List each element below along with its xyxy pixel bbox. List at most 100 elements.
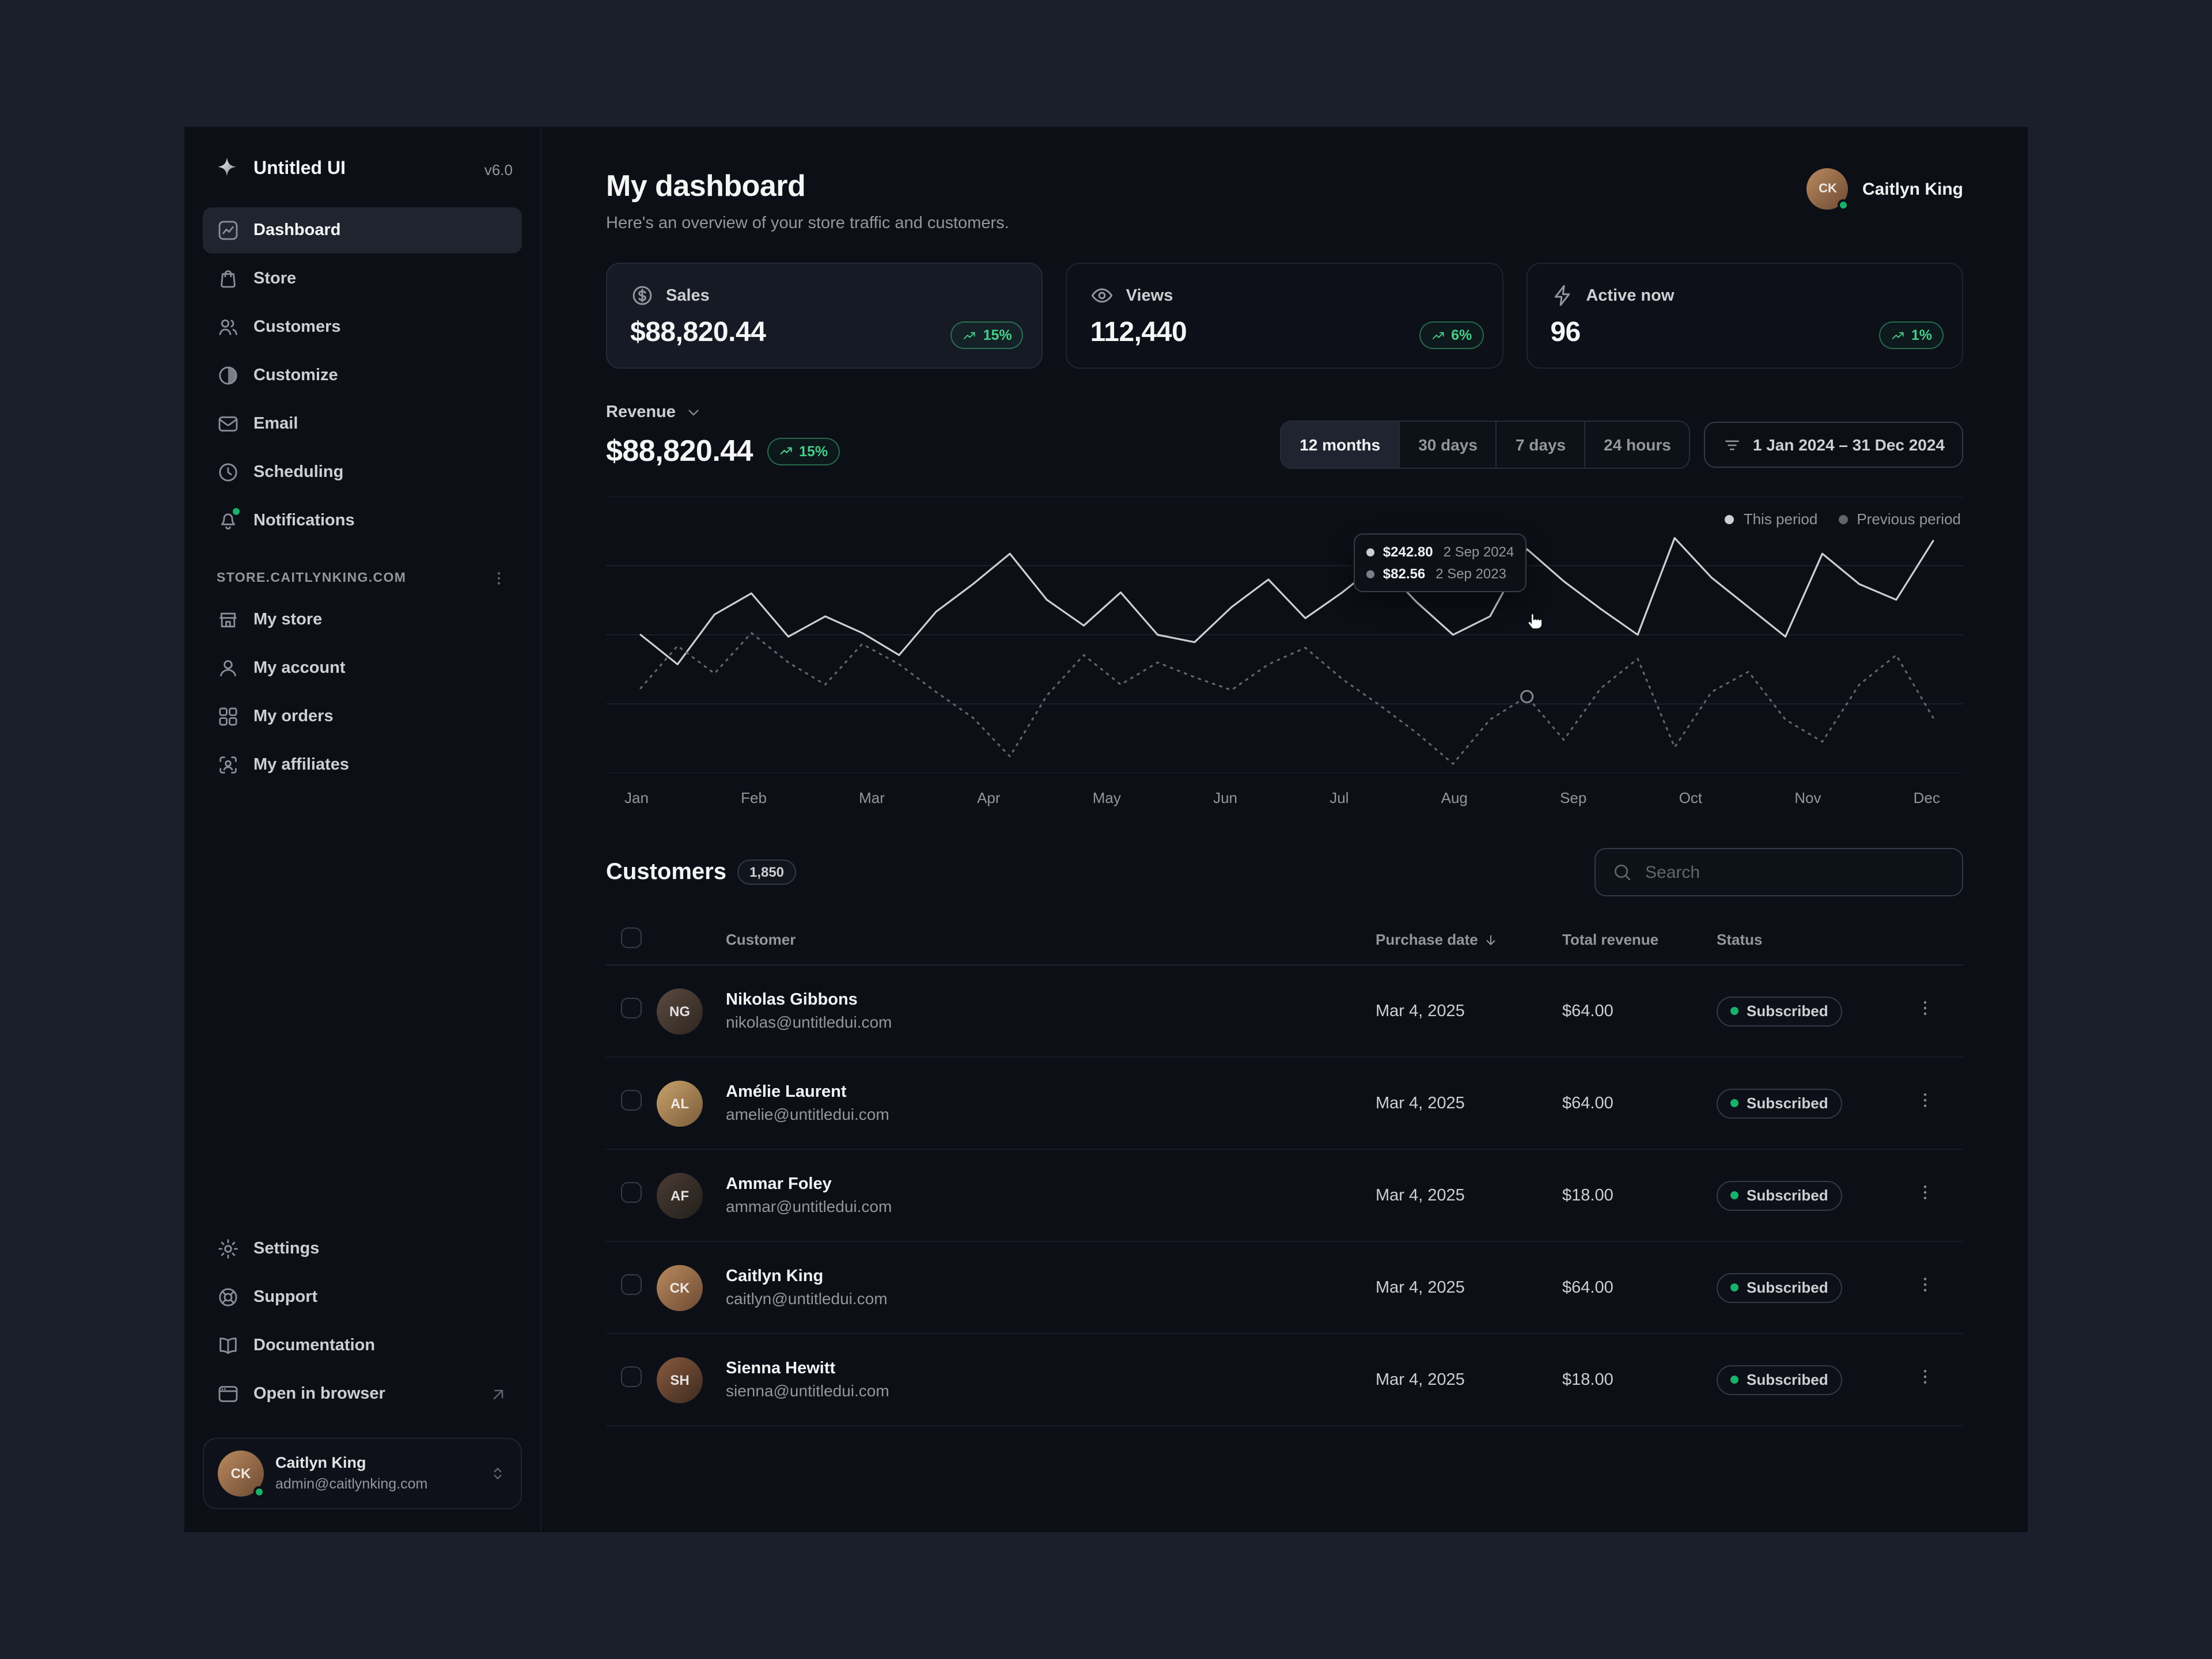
sidebar-item-notifications[interactable]: Notifications	[203, 498, 522, 544]
trend-badge: 15%	[950, 321, 1024, 349]
range-tab-12-months[interactable]: 12 months	[1281, 422, 1399, 468]
column-purchase-date[interactable]: Purchase date	[1376, 931, 1562, 948]
chevron-selector-icon[interactable]	[488, 1464, 507, 1483]
status-dot	[1730, 1283, 1738, 1291]
stats-row: Sales $88,820.44 15% Views 112,440 6% Ac…	[606, 263, 1963, 369]
chart-legend: This period Previous period	[1725, 510, 1961, 528]
dots-vertical-icon[interactable]	[1915, 1366, 1936, 1387]
trend-up-icon	[778, 444, 793, 459]
x-tick: May	[1092, 789, 1121, 806]
series-this-period	[639, 537, 1934, 665]
stat-card-views[interactable]: Views 112,440 6%	[1066, 263, 1503, 369]
row-checkbox[interactable]	[621, 1182, 642, 1203]
row-checkbox[interactable]	[621, 1090, 642, 1111]
sidebar-item-dashboard[interactable]: Dashboard	[203, 207, 522, 253]
sidebar-item-customers[interactable]: Customers	[203, 304, 522, 350]
page-title: My dashboard	[606, 168, 806, 203]
purchase-date: Mar 4, 2025	[1376, 1186, 1465, 1205]
revenue-value: $88,820.44	[606, 433, 753, 468]
row-checkbox[interactable]	[621, 998, 642, 1018]
sidebar-item-documentation[interactable]: Documentation	[203, 1323, 522, 1369]
sidebar-user-card[interactable]: CK Caitlyn King admin@caitlynking.com	[203, 1438, 522, 1509]
nav-label: Notifications	[253, 512, 355, 530]
nav-label: My orders	[253, 707, 334, 726]
sidebar-item-my-affiliates[interactable]: My affiliates	[203, 742, 522, 788]
search-input[interactable]	[1643, 861, 1946, 883]
status-badge: Subscribed	[1717, 996, 1842, 1026]
sidebar-item-email[interactable]: Email	[203, 401, 522, 447]
column-status[interactable]: Status	[1717, 931, 1763, 948]
purchase-date: Mar 4, 2025	[1376, 1278, 1465, 1297]
revenue-metric-select[interactable]: Revenue	[606, 403, 839, 422]
stat-card-sales[interactable]: Sales $88,820.44 15%	[606, 263, 1043, 369]
customer-email: caitlyn@untitledui.com	[726, 1289, 888, 1308]
stat-card-active-now[interactable]: Active now 96 1%	[1526, 263, 1963, 369]
x-tick: Feb	[741, 789, 767, 806]
sidebar-item-scheduling[interactable]: Scheduling	[203, 449, 522, 495]
user-meta: Caitlyn King admin@caitlynking.com	[275, 1453, 477, 1494]
online-status-dot	[253, 1486, 265, 1498]
nav-label: Documentation	[253, 1336, 376, 1355]
date-range-button[interactable]: 1 Jan 2024 – 31 Dec 2024	[1704, 422, 1963, 468]
search-box[interactable]	[1594, 848, 1963, 896]
dots-vertical-icon[interactable]	[1915, 1090, 1936, 1111]
grid-icon	[217, 705, 240, 728]
trend-up-icon	[1891, 328, 1906, 343]
nav-label: My store	[253, 611, 323, 629]
sidebar-item-my-store[interactable]: My store	[203, 597, 522, 643]
row-checkbox[interactable]	[621, 1366, 642, 1387]
store-section-label: STORE.CAITLYNKING.COM	[217, 571, 407, 585]
x-tick: Aug	[1441, 789, 1468, 806]
select-all-checkbox[interactable]	[621, 927, 642, 948]
x-tick: Jul	[1330, 789, 1349, 806]
x-tick: Nov	[1794, 789, 1821, 806]
filter-lines-icon	[1723, 435, 1743, 454]
sidebar-item-my-account[interactable]: My account	[203, 645, 522, 691]
customer-avatar: AL	[657, 1080, 703, 1126]
dots-vertical-icon[interactable]	[1915, 998, 1936, 1018]
table-header: Customer Purchase date Total revenue Sta…	[606, 915, 1963, 965]
x-tick: Sep	[1560, 789, 1587, 806]
revenue-chart[interactable]: This period Previous period $242.80 2 Sep…	[606, 497, 1963, 806]
sidebar-item-settings[interactable]: Settings	[203, 1226, 522, 1272]
series-previous-period	[639, 632, 1934, 765]
search-icon	[1612, 862, 1633, 882]
column-customer[interactable]: Customer	[726, 931, 796, 948]
app-window: Untitled UI v6.0 Dashboard Store Custome…	[184, 127, 2028, 1532]
stat-value: 96	[1550, 317, 1581, 348]
range-tab-7-days[interactable]: 7 days	[1495, 422, 1584, 468]
sparkle-logo-icon	[212, 154, 242, 184]
table-row: NG Nikolas Gibbons nikolas@untitledui.co…	[606, 965, 1963, 1058]
x-tick: Oct	[1679, 789, 1703, 806]
status-badge: Subscribed	[1717, 1180, 1842, 1210]
sidebar-spacer	[203, 788, 522, 1226]
status-dot	[1730, 1191, 1738, 1199]
trend-up-icon	[963, 328, 978, 343]
nav-label: Store	[253, 270, 297, 288]
sidebar-item-open-in-browser[interactable]: Open in browser	[203, 1371, 522, 1417]
main-content: My dashboard Here's an overview of your …	[541, 127, 2028, 1532]
purchase-date: Mar 4, 2025	[1376, 1370, 1465, 1389]
status-dot	[1730, 1376, 1738, 1384]
section-menu-dots-icon[interactable]	[490, 569, 508, 588]
range-tab-24-hours[interactable]: 24 hours	[1584, 422, 1690, 468]
storefront-icon	[217, 608, 240, 631]
sidebar-item-support[interactable]: Support	[203, 1274, 522, 1320]
tooltip-dot-previous-period	[1366, 570, 1375, 578]
sidebar-item-store[interactable]: Store	[203, 256, 522, 302]
row-checkbox[interactable]	[621, 1274, 642, 1295]
dots-vertical-icon[interactable]	[1915, 1274, 1936, 1295]
dots-vertical-icon[interactable]	[1915, 1182, 1936, 1203]
header-user[interactable]: CK Caitlyn King	[1806, 168, 1963, 211]
sidebar-item-customize[interactable]: Customize	[203, 353, 522, 399]
purchase-date: Mar 4, 2025	[1376, 1002, 1465, 1020]
chart-x-axis: Jan Feb Mar Apr May Jun Jul Aug Sep Oct Nov Dec	[606, 773, 1963, 806]
range-tab-30-days[interactable]: 30 days	[1399, 422, 1496, 468]
nav-label: Support	[253, 1288, 318, 1306]
sidebar-item-my-orders[interactable]: My orders	[203, 694, 522, 740]
eye-icon	[1090, 283, 1115, 308]
revenue-block: Revenue $88,820.44 15%	[606, 403, 840, 469]
chart-plot: $242.80 2 Sep 2024 $82.56 2 Sep 2023	[606, 497, 1963, 773]
column-total-revenue[interactable]: Total revenue	[1562, 931, 1659, 948]
